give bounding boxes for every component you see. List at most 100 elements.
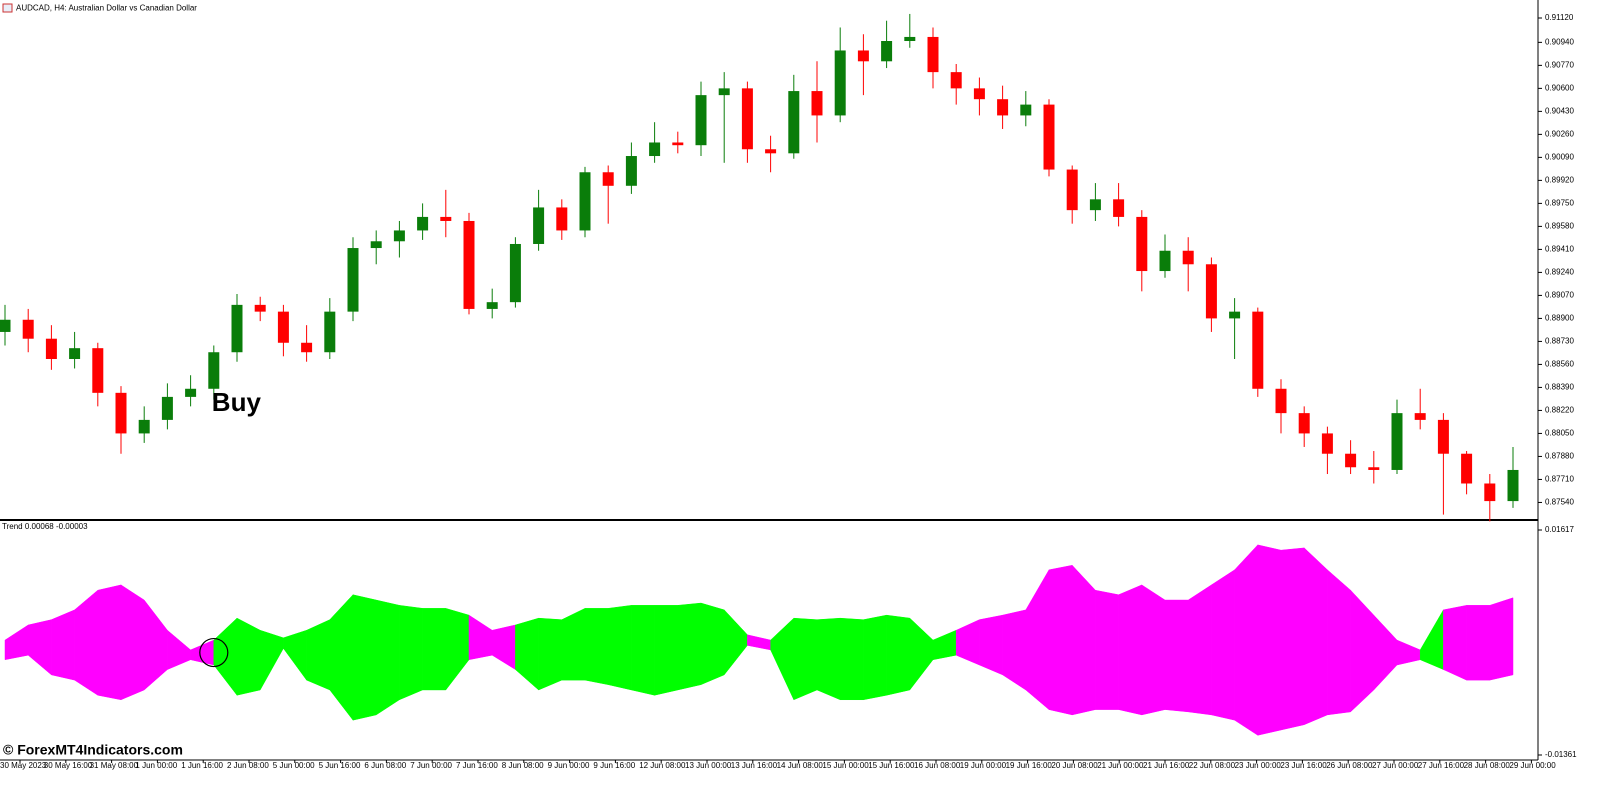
- x-tick-label: 27 Jun 16:00: [1418, 761, 1465, 770]
- y-tick-label: 0.89410: [1545, 245, 1574, 254]
- y-tick-label: 0.91120: [1545, 13, 1574, 22]
- candle-body: [1229, 311, 1241, 319]
- x-tick-label: 7 Jun 16:00: [456, 761, 498, 770]
- y-tick-label: 0.01617: [1545, 525, 1574, 534]
- trend-band: [654, 605, 679, 696]
- trend-band: [1234, 544, 1259, 736]
- candle-body: [579, 172, 591, 231]
- x-tick-label: 8 Jun 08:00: [502, 761, 544, 770]
- candle-body: [417, 216, 429, 231]
- candle-body: [231, 304, 243, 353]
- trend-band: [793, 617, 818, 701]
- candle-body: [1414, 413, 1426, 420]
- trend-band: [631, 605, 655, 696]
- candle-body: [185, 388, 197, 397]
- trend-band: [1164, 599, 1189, 713]
- candle-body: [1020, 104, 1032, 116]
- candle-body: [277, 311, 289, 343]
- x-tick-label: 19 Jun 16:00: [1006, 761, 1053, 770]
- candle-body: [463, 220, 475, 309]
- candle-body: [718, 88, 730, 96]
- x-tick-label: 21 Jun 16:00: [1143, 761, 1190, 770]
- y-tick-label: -0.01361: [1545, 750, 1577, 759]
- candle-body: [138, 419, 150, 434]
- y-tick-label: 0.90260: [1545, 129, 1574, 138]
- x-tick-label: 20 Jun 08:00: [1051, 761, 1098, 770]
- candle-body: [1205, 264, 1217, 319]
- y-tick-label: 0.88560: [1545, 360, 1574, 369]
- trend-band: [1257, 544, 1282, 736]
- trend-band: [306, 619, 331, 691]
- candle-body: [904, 36, 916, 42]
- symbol-icon: [2, 3, 13, 13]
- x-tick-label: 22 Jun 08:00: [1189, 761, 1236, 770]
- candle-body: [1113, 199, 1125, 217]
- x-tick-label: 1 Jun 16:00: [181, 761, 223, 770]
- x-tick-label: 27 Jun 00:00: [1372, 761, 1419, 770]
- trend-band: [375, 599, 400, 716]
- candle-body: [1159, 250, 1171, 272]
- candle-body: [741, 88, 753, 150]
- y-tick-label: 0.89750: [1545, 198, 1574, 207]
- trend-band: [399, 605, 423, 701]
- candle-body: [1252, 311, 1264, 389]
- candle-body: [254, 304, 266, 312]
- x-tick-label: 5 Jun 00:00: [273, 761, 315, 770]
- candle-body: [1066, 169, 1078, 211]
- candle-body: [927, 36, 939, 73]
- candle-body: [301, 342, 313, 353]
- candle-body: [672, 142, 684, 146]
- candle-body: [533, 207, 545, 244]
- trend-band: [979, 614, 1003, 676]
- trend-band: [51, 609, 75, 681]
- trend-band: [1141, 584, 1166, 716]
- y-tick-label: 0.87710: [1545, 475, 1574, 484]
- candle-body: [765, 149, 777, 154]
- x-tick-label: 5 Jun 16:00: [319, 761, 361, 770]
- y-tick-label: 0.89070: [1545, 291, 1574, 300]
- candle-body: [834, 50, 846, 116]
- signal-circle: [199, 637, 229, 668]
- trend-band: [236, 617, 261, 696]
- x-tick-label: 13 Jun 16:00: [731, 761, 778, 770]
- candle-body: [1182, 250, 1194, 265]
- candle-body: [1391, 413, 1403, 470]
- candle-body: [324, 311, 336, 353]
- trend-band: [1211, 569, 1235, 721]
- trend-band: [1489, 597, 1514, 681]
- candle-body: [45, 338, 57, 360]
- candle-body: [1043, 104, 1055, 170]
- y-tick-label: 0.90600: [1545, 83, 1574, 92]
- trend-band: [1280, 547, 1305, 731]
- candle-body: [811, 91, 823, 116]
- candle-body: [1484, 483, 1496, 502]
- trend-band: [863, 614, 887, 701]
- candle-body: [997, 99, 1009, 116]
- trend-band: [1303, 547, 1328, 726]
- x-tick-label: 15 Jun 00:00: [822, 761, 869, 770]
- candle-body: [1321, 433, 1333, 454]
- y-tick-label: 0.89580: [1545, 221, 1574, 230]
- x-tick-label: 13 Jun 00:00: [685, 761, 732, 770]
- trend-band: [1327, 569, 1351, 716]
- candle-body: [347, 248, 359, 312]
- candle-body: [857, 50, 869, 62]
- x-tick-label: 26 Jun 08:00: [1326, 761, 1373, 770]
- trend-band: [561, 607, 586, 681]
- y-tick-label: 0.88390: [1545, 383, 1574, 392]
- x-tick-label: 30 May 2023: [0, 761, 47, 770]
- candle-body: [556, 207, 568, 231]
- candle-body: [22, 319, 34, 339]
- y-tick-label: 0.88900: [1545, 314, 1574, 323]
- y-tick-label: 0.89240: [1545, 268, 1574, 277]
- candle-body: [625, 156, 637, 186]
- candle-body: [1089, 199, 1101, 211]
- candle-body: [1461, 453, 1473, 484]
- x-tick-label: 9 Jun 00:00: [548, 761, 590, 770]
- y-tick-label: 0.88730: [1545, 337, 1574, 346]
- y-tick-label: 0.89920: [1545, 175, 1574, 184]
- y-tick-label: 0.87880: [1545, 452, 1574, 461]
- trend-band: [677, 602, 702, 691]
- trend-band: [538, 617, 563, 691]
